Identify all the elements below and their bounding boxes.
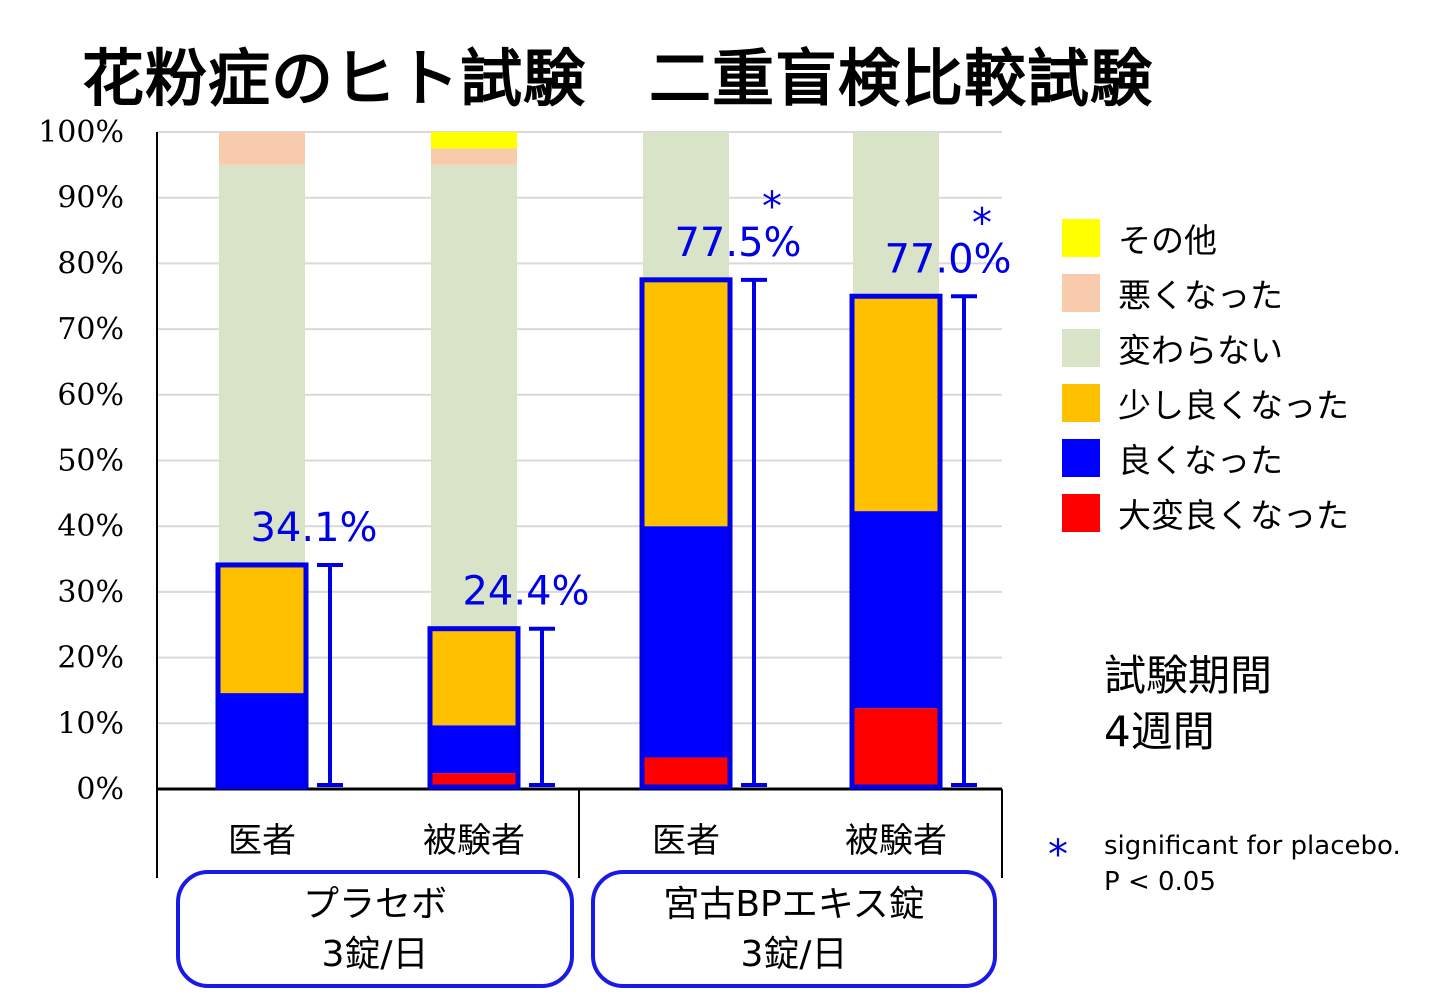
legend-swatch-slightly-better bbox=[1062, 383, 1100, 422]
legend-item-slightly-better: 少し良くなった bbox=[1062, 375, 1349, 430]
significance-note-line1: significant for placebo. bbox=[1104, 831, 1401, 861]
bar-segment bbox=[643, 279, 729, 527]
improvement-outline bbox=[427, 626, 521, 790]
legend-swatch-unchanged bbox=[1062, 328, 1100, 367]
improvement-outline bbox=[639, 277, 733, 790]
legend-label-better: 良くなった bbox=[1118, 440, 1283, 480]
y-tick-label: 60% bbox=[57, 378, 124, 413]
group-label-bp-dose: 3錠/日 bbox=[740, 934, 848, 975]
legend-item-much-better: 大変良くなった bbox=[1062, 485, 1349, 540]
bar-segment bbox=[219, 164, 305, 565]
y-tick-label: 30% bbox=[57, 575, 124, 610]
trial-period-label: 試験期間 bbox=[1104, 651, 1273, 700]
legend-swatch-other bbox=[1062, 218, 1100, 257]
trial-period-value: 4週間 bbox=[1104, 707, 1215, 756]
group-box-bp-extract: 宮古BPエキス錠 3錠/日 bbox=[591, 870, 997, 988]
trial-period: 試験期間 4週間 bbox=[1104, 648, 1272, 760]
group-label-placebo-name: プラセボ bbox=[302, 884, 447, 925]
category-label: 被験者 bbox=[845, 821, 947, 861]
bar-segment bbox=[853, 511, 939, 709]
improvement-percent-label: 77.0% bbox=[884, 236, 1011, 282]
bar-segment bbox=[853, 296, 939, 512]
legend-label-much-better: 大変良くなった bbox=[1118, 495, 1349, 535]
y-tick-label: 80% bbox=[57, 246, 124, 281]
y-tick-label: 90% bbox=[57, 181, 124, 216]
significance-note-line2: P < 0.05 bbox=[1104, 867, 1216, 897]
bar-segment bbox=[853, 132, 939, 297]
chart-title: 花粉症のヒト試験 二重盲検比較試験 bbox=[82, 42, 1154, 115]
category-label: 被験者 bbox=[423, 821, 525, 861]
y-tick-label: 20% bbox=[57, 641, 124, 676]
bar-segment bbox=[431, 164, 517, 629]
bar-segment bbox=[219, 693, 305, 789]
significance-star: * bbox=[762, 184, 782, 230]
legend-label-other: その他 bbox=[1118, 220, 1217, 260]
improvement-outline bbox=[215, 562, 309, 790]
bar-segment bbox=[643, 757, 729, 789]
bar-segment bbox=[431, 725, 517, 774]
category-label: 医者 bbox=[652, 821, 720, 861]
y-tick-label: 40% bbox=[57, 509, 124, 544]
legend-item-worse: 悪くなった bbox=[1062, 265, 1349, 320]
legend-label-worse: 悪くなった bbox=[1118, 275, 1283, 315]
improvement-percent-label: 34.1% bbox=[250, 505, 377, 551]
legend-swatch-better bbox=[1062, 438, 1100, 477]
category-label: 医者 bbox=[228, 821, 296, 861]
significance-star: * bbox=[972, 200, 992, 246]
group-label-bp-name: 宮古BPエキス錠 bbox=[663, 884, 925, 925]
bar-segment bbox=[431, 628, 517, 726]
bar-segment bbox=[219, 564, 305, 694]
group-label-placebo-dose: 3錠/日 bbox=[321, 934, 429, 975]
legend-swatch-much-better bbox=[1062, 493, 1100, 532]
bar-segment bbox=[431, 132, 517, 149]
bar-segment bbox=[219, 132, 305, 165]
improvement-percent-label: 24.4% bbox=[462, 569, 589, 615]
y-tick-label: 10% bbox=[57, 706, 124, 741]
legend-swatch-worse bbox=[1062, 273, 1100, 312]
y-tick-label: 50% bbox=[57, 444, 124, 479]
bar-segment bbox=[431, 148, 517, 165]
y-tick-label: 0% bbox=[76, 772, 124, 807]
bar-segment bbox=[643, 526, 729, 758]
bar-segment bbox=[853, 708, 939, 789]
legend-item-other: その他 bbox=[1062, 210, 1349, 265]
legend-label-unchanged: 変わらない bbox=[1118, 330, 1283, 370]
y-tick-label: 70% bbox=[57, 312, 124, 347]
improvement-percent-label: 77.5% bbox=[674, 220, 801, 266]
group-box-placebo: プラセボ 3錠/日 bbox=[176, 870, 574, 988]
significance-note: significant for placebo. P < 0.05 bbox=[1104, 828, 1401, 900]
y-tick-label: 100% bbox=[38, 115, 124, 150]
legend-item-better: 良くなった bbox=[1062, 430, 1349, 485]
legend-label-slightly-better: 少し良くなった bbox=[1118, 385, 1349, 425]
significance-star-icon: * bbox=[1048, 832, 1068, 878]
bar-segment bbox=[643, 132, 729, 280]
legend: その他 悪くなった 変わらない 少し良くなった 良くなった 大変良くなった bbox=[1062, 210, 1349, 540]
improvement-outline bbox=[849, 293, 943, 790]
legend-item-unchanged: 変わらない bbox=[1062, 320, 1349, 375]
